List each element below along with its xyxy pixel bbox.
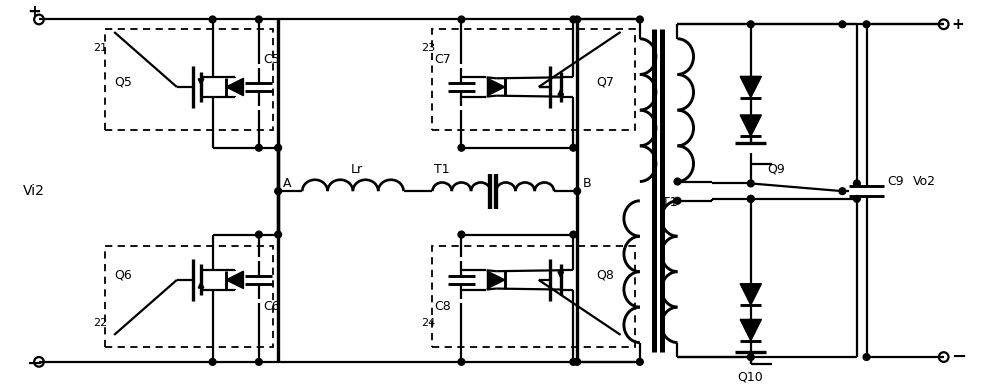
Text: Vo2: Vo2 (913, 175, 936, 188)
Polygon shape (226, 78, 243, 95)
Text: T1: T1 (662, 196, 678, 209)
Text: Q8: Q8 (596, 269, 614, 281)
Text: 23: 23 (421, 44, 435, 54)
Circle shape (863, 354, 870, 360)
Text: B: B (583, 177, 592, 190)
Circle shape (747, 21, 754, 28)
Circle shape (574, 188, 581, 194)
Text: 24: 24 (421, 318, 435, 328)
Text: Vi2: Vi2 (23, 184, 44, 198)
Text: T1: T1 (434, 164, 450, 176)
Text: +: + (27, 3, 41, 21)
Circle shape (636, 16, 643, 23)
Circle shape (747, 196, 754, 202)
Circle shape (863, 21, 870, 28)
Text: +: + (951, 17, 964, 32)
Polygon shape (740, 76, 761, 97)
Circle shape (275, 188, 282, 194)
Circle shape (747, 180, 754, 187)
Circle shape (674, 198, 681, 204)
Circle shape (255, 16, 262, 23)
Circle shape (747, 354, 754, 360)
Circle shape (275, 231, 282, 238)
Text: −: − (951, 348, 967, 366)
Circle shape (636, 358, 643, 365)
Text: 22: 22 (93, 318, 107, 328)
Text: 21: 21 (93, 44, 107, 54)
Text: C9: C9 (888, 175, 904, 188)
Polygon shape (226, 271, 243, 289)
Circle shape (458, 144, 465, 151)
Text: Q10: Q10 (737, 371, 763, 384)
Text: C8: C8 (434, 300, 451, 313)
Text: C7: C7 (434, 54, 451, 67)
Circle shape (458, 358, 465, 365)
Polygon shape (487, 271, 505, 289)
Circle shape (853, 180, 860, 187)
Circle shape (574, 16, 581, 23)
Circle shape (570, 16, 577, 23)
Text: A: A (283, 177, 291, 190)
Circle shape (574, 358, 581, 365)
Circle shape (674, 178, 681, 185)
Polygon shape (740, 115, 761, 136)
Circle shape (209, 358, 216, 365)
Circle shape (275, 144, 282, 151)
Circle shape (255, 231, 262, 238)
Circle shape (570, 358, 577, 365)
Circle shape (209, 16, 216, 23)
Circle shape (747, 196, 754, 202)
Text: −: − (27, 354, 44, 373)
Text: Q9: Q9 (767, 162, 785, 176)
Polygon shape (740, 284, 761, 305)
Circle shape (255, 144, 262, 151)
Circle shape (570, 231, 577, 238)
Circle shape (458, 16, 465, 23)
Circle shape (458, 231, 465, 238)
Text: Q7: Q7 (596, 76, 614, 89)
Text: C5: C5 (264, 54, 280, 67)
Polygon shape (740, 320, 761, 341)
Text: Q6: Q6 (114, 269, 132, 281)
Text: Q5: Q5 (114, 76, 132, 89)
Circle shape (839, 188, 846, 194)
Circle shape (255, 358, 262, 365)
Circle shape (853, 196, 860, 202)
Polygon shape (487, 78, 505, 95)
Circle shape (839, 21, 846, 28)
Text: C6: C6 (264, 300, 280, 313)
Circle shape (570, 144, 577, 151)
Text: Lr: Lr (350, 164, 363, 176)
